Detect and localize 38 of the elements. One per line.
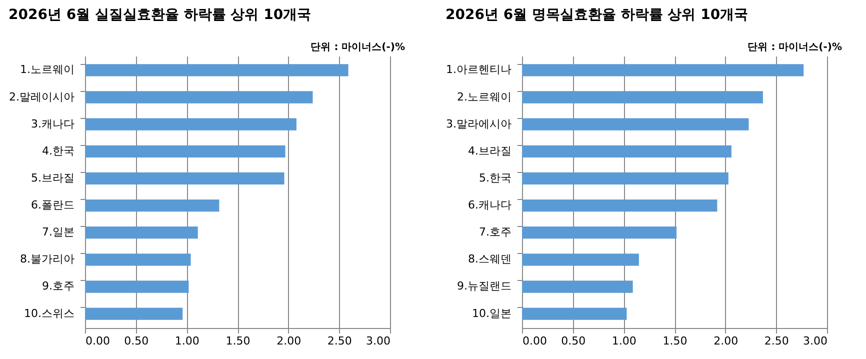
- y-tick-label: 7.일본: [42, 226, 74, 239]
- y-tick-label: 4.한국: [42, 144, 74, 158]
- x-tick-label: 0.50: [561, 334, 586, 348]
- y-tick-label: 1.아르헨티나: [446, 63, 512, 76]
- y-tick-label: 4.브라질: [468, 144, 512, 158]
- x-tick-label: 1.50: [226, 334, 250, 348]
- x-tick-label: 0.00: [522, 334, 547, 348]
- chart-title: 2026년 6월 실질실효환율 하락률 상위 10개국: [8, 7, 312, 23]
- y-tick-label: 9.뉴질랜드: [457, 280, 512, 293]
- x-tick-label: 2.00: [714, 334, 738, 348]
- y-tick-label: 1.노르웨이: [20, 63, 74, 76]
- x-tick-label: 1.00: [612, 334, 636, 348]
- y-tick-label: 2.노르웨이: [457, 90, 512, 104]
- y-tick-label: 10.스위스: [24, 306, 74, 320]
- y-tick-label: 5.한국: [479, 171, 512, 184]
- y-tick-label: 3.캐나다: [31, 117, 74, 130]
- y-tick-label: 3.말라에시아: [446, 117, 512, 130]
- chart-subtitle: 단위 : 마이너스(-)%: [748, 42, 842, 53]
- y-tick-label: 9.호주: [42, 280, 74, 293]
- chart-title: 2026년 6월 명목실효환율 하락률 상위 10개국: [446, 7, 748, 23]
- y-tick-label: 10.일본: [472, 306, 512, 320]
- x-tick-label: 2.50: [764, 334, 789, 348]
- x-tick-label: 0.00: [86, 334, 110, 348]
- x-tick-label: 1.00: [174, 334, 200, 348]
- x-tick-label: 2.50: [327, 334, 352, 348]
- y-tick-label: 2.말레이시아: [9, 90, 74, 104]
- x-tick-label: 3.00: [803, 334, 828, 348]
- y-tick-label: 8.스웨덴: [468, 252, 512, 266]
- x-tick-label: 1.50: [662, 334, 688, 348]
- y-tick-label: 6.캐나다: [468, 198, 512, 212]
- chart-subtitle: 단위 : 마이너스(-)%: [310, 42, 405, 53]
- x-tick-label: 2.00: [276, 334, 302, 348]
- x-tick-label: 0.50: [124, 334, 149, 348]
- y-tick-label: 7.호주: [479, 226, 512, 239]
- y-tick-label: 5.브라질: [31, 171, 74, 184]
- y-tick-label: 8.불가리아: [20, 252, 74, 266]
- y-tick-label: 6.폴란드: [31, 198, 74, 212]
- x-tick-label: 3.00: [366, 334, 390, 348]
